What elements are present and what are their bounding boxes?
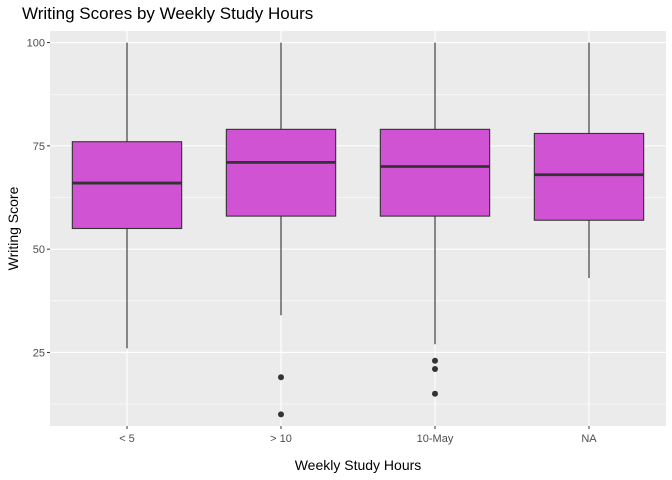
y-axis-ticks: 25 50 75 100 [27,38,50,359]
outlier-point [432,365,438,372]
x-tick-label: 10-May [417,433,454,445]
x-tick-label: > 10 [270,433,292,445]
outlier-point [278,411,284,418]
box-group [379,42,491,397]
y-tick-label: 25 [33,347,45,359]
x-axis-title: Weekly Study Hours [295,457,422,473]
outlier-point [432,357,438,364]
box-body [379,128,491,217]
y-tick-label: 100 [27,38,45,50]
x-tick-label: < 5 [119,433,135,445]
outlier-point [278,374,284,381]
box-body [533,132,645,221]
x-tick-label: NA [581,433,597,445]
box-group [71,42,183,349]
y-axis-title: Writing Score [5,186,21,270]
x-axis-ticks: < 5 > 10 10-May NA [119,426,597,445]
outlier-point [432,390,438,397]
box-body [71,141,183,230]
box-group [533,42,645,279]
y-tick-label: 75 [33,141,45,153]
y-tick-label: 50 [33,244,45,256]
box-body [225,128,337,217]
box-series [71,42,645,418]
box-group [225,42,337,418]
chart-title: Writing Scores by Weekly Study Hours [22,4,314,23]
